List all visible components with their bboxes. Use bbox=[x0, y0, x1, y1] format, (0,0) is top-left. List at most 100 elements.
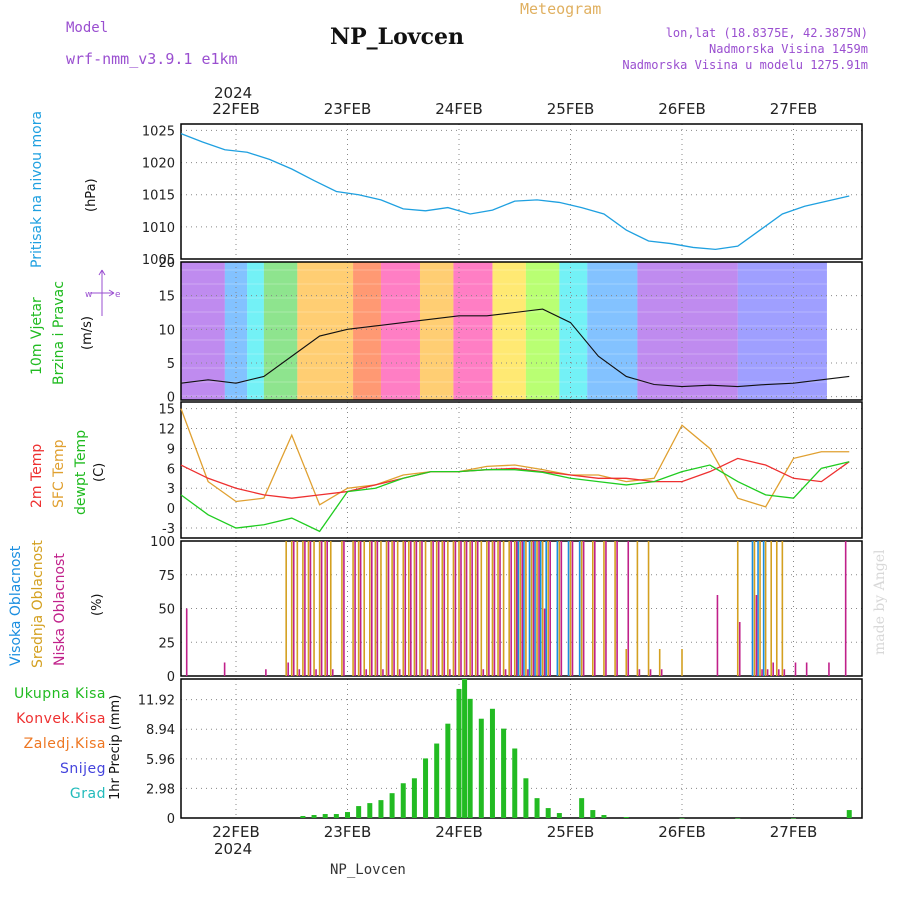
temp-label-1: 2m Temp bbox=[29, 443, 45, 508]
bottom-date-label: 23FEB bbox=[324, 823, 371, 841]
y-tick-label: 8.94 bbox=[146, 723, 175, 738]
wind-barb-band bbox=[587, 262, 638, 400]
wind-barb-band bbox=[353, 262, 381, 400]
top-date-label: 25FEB bbox=[547, 100, 594, 118]
y-tick-label: 2.98 bbox=[146, 782, 175, 797]
y-tick-label: 5 bbox=[167, 357, 175, 372]
panel-5: 0 2.98 5.96 8.94 11.92 bbox=[138, 678, 863, 827]
precip-bar bbox=[846, 810, 852, 818]
y-tick-label: 100 bbox=[150, 535, 175, 550]
precip-bar bbox=[467, 698, 473, 818]
panel-2: 0 5 10 15 20 bbox=[158, 256, 863, 406]
wind-barb-band bbox=[263, 262, 298, 400]
wind-barb-band bbox=[297, 262, 354, 400]
precip-bar bbox=[456, 688, 462, 818]
wind-barb-band bbox=[247, 262, 264, 400]
y-tick-label: 15 bbox=[158, 403, 175, 418]
top-date-label: 24FEB bbox=[435, 100, 482, 118]
cloud-label-2: Srednja Oblacnost bbox=[30, 540, 46, 668]
temp-label-3: dewpt Temp bbox=[73, 429, 89, 515]
precip-bar bbox=[545, 808, 551, 818]
y-tick-label: 1015 bbox=[142, 189, 175, 204]
precip-bar bbox=[523, 778, 529, 818]
panel-1: 1005 1010 1015 1020 1025 bbox=[142, 123, 863, 268]
y-tick-label: 0 bbox=[167, 502, 175, 517]
cloud-unit: (%) bbox=[90, 593, 105, 617]
precip-bar bbox=[400, 783, 406, 818]
bottom-year-label: 2024 bbox=[214, 840, 253, 858]
meteogram-label: Meteogram bbox=[520, 0, 602, 18]
precip-bar bbox=[579, 798, 585, 818]
y-tick-label: 12 bbox=[158, 423, 175, 438]
precip-bar bbox=[333, 814, 339, 818]
panel-frame bbox=[180, 261, 863, 401]
y-tick-label: 0 bbox=[167, 670, 175, 685]
dewpoint-temp-line bbox=[180, 461, 850, 533]
y-tick-label: 6 bbox=[167, 462, 175, 477]
precip-bar bbox=[311, 815, 317, 818]
legend-conv-rain: Konvek.Kisa bbox=[16, 711, 106, 727]
compass-icon: w e bbox=[84, 262, 121, 324]
legend-hail: Grad bbox=[69, 786, 106, 802]
wind-label-1: 10m Vjetar bbox=[29, 297, 45, 375]
bottom-date-label: 27FEB bbox=[770, 823, 817, 841]
cloud-label-1: Visoka Oblacnost bbox=[8, 545, 24, 666]
precip-bar bbox=[735, 818, 741, 819]
svg-text:w: w bbox=[85, 290, 92, 300]
top-date-label: 22FEB bbox=[212, 100, 259, 118]
bottom-date-label: 26FEB bbox=[658, 823, 705, 841]
lonlat-label: lon,lat (18.8375E, 42.3875N) bbox=[665, 26, 868, 40]
sfc-temp-line bbox=[180, 408, 850, 508]
y-tick-label: 1020 bbox=[142, 157, 175, 172]
wind-speed-line bbox=[180, 308, 850, 388]
y-tick-label: 1025 bbox=[142, 124, 175, 139]
wind-barb-band bbox=[637, 262, 738, 400]
cloud-label-3: Niska Oblacnost bbox=[52, 553, 68, 666]
precip-bar bbox=[322, 814, 328, 818]
precip-bar bbox=[601, 815, 607, 818]
y-tick-label: 25 bbox=[158, 636, 175, 651]
y-tick-label: 3 bbox=[167, 482, 175, 497]
precip-bar bbox=[356, 806, 362, 818]
bottom-title: NP_Lovcen bbox=[330, 862, 406, 878]
wind-barb-band bbox=[559, 262, 588, 400]
y-tick-label: 9 bbox=[167, 442, 175, 457]
wind-barb-band bbox=[525, 262, 560, 400]
precip-bar bbox=[791, 818, 796, 819]
panel-4: 0 25 50 75 100 bbox=[150, 535, 863, 685]
model-altitude-label: Nadmorska Visina u modelu 1275.91m bbox=[622, 58, 868, 72]
precip-bar bbox=[445, 723, 451, 818]
bottom-date-label: 24FEB bbox=[435, 823, 482, 841]
wind-label-2: Brzina i Pravac bbox=[51, 281, 67, 385]
precip-bar bbox=[501, 728, 507, 818]
y-tick-label: 0 bbox=[167, 391, 175, 406]
y-tick-label: 11.92 bbox=[138, 694, 175, 709]
temp-label-2: SFC Temp bbox=[51, 439, 67, 508]
precip-bar bbox=[679, 818, 685, 819]
t2m-temp-line bbox=[180, 457, 850, 499]
precip-bar bbox=[590, 810, 596, 818]
model-label: Model bbox=[66, 20, 109, 36]
wind-barb-band bbox=[419, 262, 454, 400]
precip-bar bbox=[489, 708, 495, 818]
panel-frame bbox=[180, 123, 863, 260]
y-tick-label: -3 bbox=[162, 522, 175, 537]
legend-snow: Snijeg bbox=[59, 761, 106, 777]
legend-total-rain: Ukupna Kisa bbox=[13, 686, 106, 702]
panel-frame bbox=[180, 678, 863, 819]
top-date-label: 26FEB bbox=[658, 100, 705, 118]
precip-bar bbox=[434, 743, 440, 818]
precip-unit: 1hr Precip (mm) bbox=[108, 694, 123, 800]
precip-bar bbox=[389, 793, 395, 818]
y-tick-label: 1010 bbox=[142, 221, 175, 236]
precip-bar bbox=[378, 800, 384, 818]
pressure-unit: (hPa) bbox=[84, 178, 99, 212]
wind-barb-band bbox=[453, 262, 493, 400]
model-name: wrf-nmm_v3.9.1 e1km bbox=[66, 50, 238, 68]
y-tick-label: 10 bbox=[158, 323, 175, 338]
precip-bar bbox=[300, 816, 306, 818]
altitude-label: Nadmorska Visina 1459m bbox=[709, 42, 868, 56]
top-year-label: 2024 bbox=[214, 84, 253, 102]
y-tick-label: 50 bbox=[158, 603, 175, 618]
